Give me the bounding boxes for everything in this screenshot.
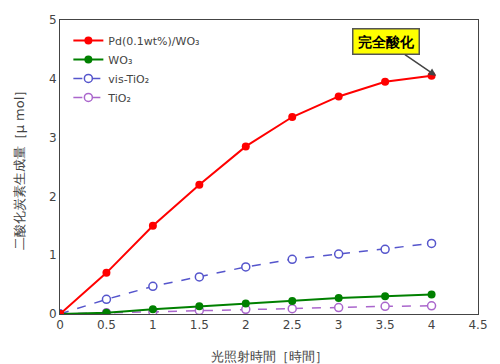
svg-text:2: 2 [49,190,57,204]
svg-text:3: 3 [335,318,343,332]
svg-text:2: 2 [242,318,250,332]
svg-text:完全酸化: 完全酸化 [358,34,415,50]
svg-text:3.5: 3.5 [376,318,395,332]
svg-text:0: 0 [56,318,64,332]
svg-text:1: 1 [49,248,57,262]
svg-text:2.5: 2.5 [283,318,302,332]
svg-text:Pd(0.1wt%)/WO₃: Pd(0.1wt%)/WO₃ [108,35,199,48]
svg-text:二酸化炭素生成量［μ mol］: 二酸化炭素生成量［μ mol］ [12,84,27,251]
svg-text:TiO₂: TiO₂ [107,92,131,105]
svg-text:1: 1 [149,318,157,332]
svg-text:0: 0 [49,307,57,321]
svg-text:4: 4 [49,72,57,86]
svg-text:4: 4 [428,318,436,332]
svg-text:1.5: 1.5 [190,318,209,332]
svg-text:0.5: 0.5 [97,318,116,332]
svg-text:4.5: 4.5 [468,318,487,332]
svg-text:5: 5 [49,13,57,27]
svg-text:3: 3 [49,131,57,145]
svg-text:vis-TiO₂: vis-TiO₂ [108,73,149,86]
svg-text:光照射時間［時間］: 光照射時間［時間］ [211,349,328,364]
svg-text:WO₃: WO₃ [108,54,132,67]
